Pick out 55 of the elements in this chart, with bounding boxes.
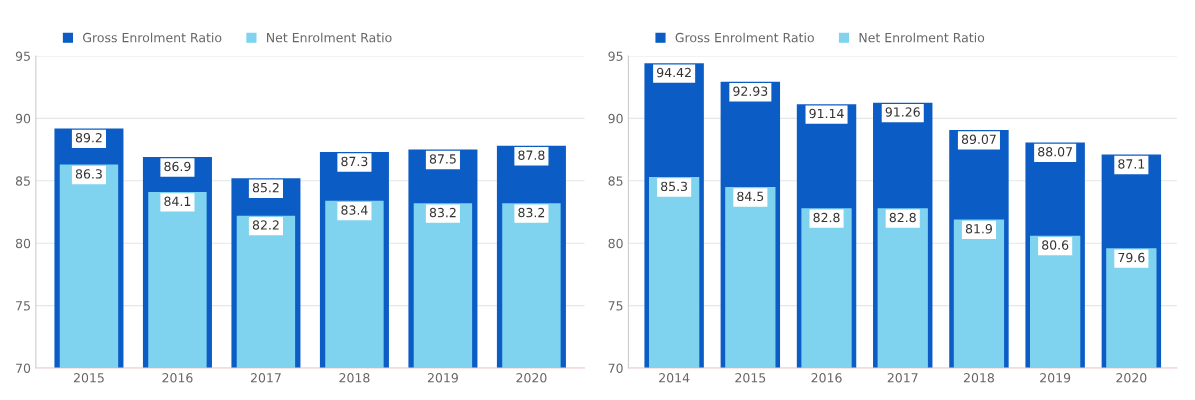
data-label: 87.5	[429, 154, 456, 164]
data-label: 89.2	[75, 132, 102, 143]
data-label: 89.07	[961, 134, 996, 145]
y-tick-label: 85	[15, 176, 30, 186]
data-label: 92.93	[733, 86, 768, 96]
x-tick-label: 2020	[516, 373, 547, 383]
data-label: 91.26	[885, 107, 920, 117]
data-label: 85.3	[661, 181, 688, 192]
legend-label: Net Enrolment Ratio	[267, 32, 392, 43]
x-tick-label: 2019	[1040, 373, 1071, 383]
data-label: 83.2	[518, 207, 545, 218]
y-tick-label: 80	[608, 238, 623, 249]
data-label: 79.6	[1118, 252, 1145, 263]
x-tick-label: 2015	[735, 373, 766, 383]
x-tick-label: 2017	[887, 373, 918, 383]
y-tick-label: 90	[608, 113, 623, 124]
data-label: 88.07	[1038, 147, 1072, 157]
x-tick-label: 2019	[427, 373, 458, 383]
legend-label: Gross Enrolment Ratio	[83, 32, 222, 43]
data-label: 86.3	[75, 169, 102, 179]
data-label: 83.2	[429, 207, 456, 218]
data-label: 87.1	[1118, 159, 1145, 169]
y-tick-label: 80	[15, 238, 31, 249]
data-label: 81.9	[965, 224, 992, 234]
y-tick-label: 85	[608, 176, 623, 186]
x-tick-label: 2018	[339, 373, 370, 383]
x-tick-label: 2017	[250, 373, 281, 383]
y-tick-label: 75	[16, 301, 30, 311]
legend-label: Gross Enrolment Ratio	[675, 32, 814, 43]
y-tick-label: 90	[15, 113, 31, 124]
data-label: 82.2	[252, 220, 279, 230]
data-label: 87.8	[518, 150, 545, 160]
x-tick-label: 2014	[659, 373, 690, 383]
y-tick-label: 95	[15, 51, 30, 61]
x-tick-label: 2018	[963, 373, 994, 383]
x-tick-label: 2015	[73, 373, 104, 383]
legend-label: Net Enrolment Ratio	[859, 32, 985, 43]
x-tick-label: 2016	[162, 373, 193, 383]
data-label: 83.4	[341, 205, 368, 215]
data-label: 80.6	[1042, 240, 1069, 250]
data-label: 82.8	[889, 212, 916, 223]
data-label: 84.1	[164, 196, 191, 207]
x-tick-label: 2020	[1116, 373, 1147, 383]
y-tick-label: 70	[16, 363, 31, 373]
data-label: 85.2	[252, 182, 279, 193]
data-label: 82.8	[813, 212, 840, 223]
data-label: 84.5	[737, 191, 764, 202]
data-label: 91.14	[809, 108, 844, 119]
data-label: 94.42	[657, 67, 691, 78]
data-label: 86.9	[164, 161, 191, 172]
data-label: 87.3	[341, 156, 368, 167]
x-tick-label: 2016	[811, 373, 842, 383]
y-tick-label: 95	[608, 51, 623, 61]
y-tick-label: 70	[608, 363, 623, 373]
y-tick-label: 75	[608, 301, 623, 311]
